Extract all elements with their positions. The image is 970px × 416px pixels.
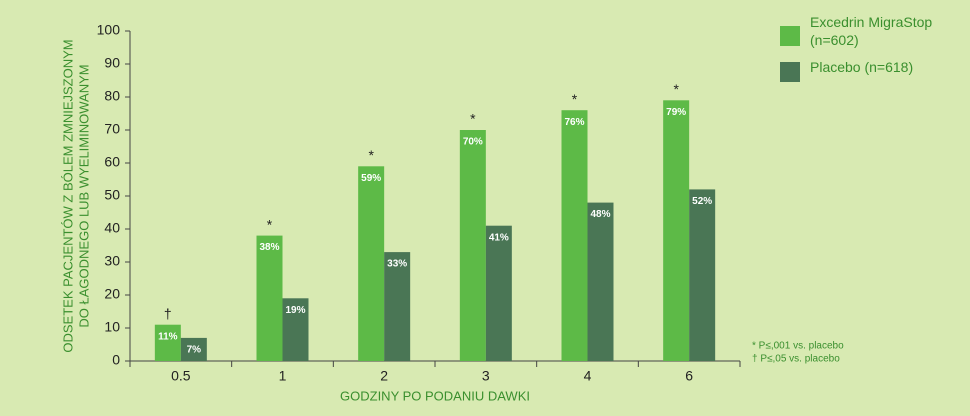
- bar: [663, 100, 690, 362]
- significance-mark: *: [267, 216, 273, 232]
- bar: [459, 130, 486, 361]
- y-tick-label: 60: [104, 154, 120, 170]
- bar: [587, 202, 614, 361]
- legend-swatch: [780, 62, 800, 82]
- x-tick-label: 4: [584, 368, 592, 384]
- y-tick-label: 30: [104, 253, 120, 269]
- significance-mark: *: [572, 91, 578, 107]
- footnote: * P≤,001 vs. placebo: [752, 341, 844, 352]
- y-tick-label: 100: [97, 22, 121, 38]
- y-axis-label: DO ŁAGODNEGO LUB WYELIMINOWANYM: [76, 64, 91, 327]
- value-label: 59%: [361, 173, 381, 184]
- x-axis-label: GODZINY PO PODANIU DAWKI: [340, 388, 530, 403]
- y-tick-label: 20: [104, 286, 120, 302]
- bar: [358, 166, 385, 361]
- value-label: 33%: [387, 259, 407, 270]
- x-tick-label: 3: [482, 368, 490, 384]
- x-tick-label: 2: [380, 368, 388, 384]
- value-label: 70%: [463, 137, 483, 148]
- value-label: 76%: [564, 117, 584, 128]
- x-tick-label: 0.5: [171, 368, 191, 384]
- y-tick-label: 40: [104, 220, 120, 236]
- bar: [282, 298, 309, 361]
- x-tick-label: 6: [685, 368, 693, 384]
- bar: [384, 252, 411, 361]
- bar: [180, 337, 207, 361]
- y-tick-label: 70: [104, 121, 120, 137]
- bar: [256, 235, 283, 361]
- x-tick-label: 1: [279, 368, 287, 384]
- legend-label: Excedrin MigraStop (n=602): [810, 14, 933, 48]
- footnote: † P≤,05 vs. placebo: [752, 354, 840, 365]
- value-label: 48%: [590, 209, 610, 220]
- y-axis-label: ODSETEK PACJENTÓW Z BÓLEM ZMNIEJSZONYM: [60, 39, 75, 352]
- legend-label: Placebo (n=618): [810, 59, 914, 75]
- bar: [485, 225, 512, 361]
- value-label: 38%: [259, 242, 279, 253]
- y-tick-label: 90: [104, 55, 120, 71]
- bar: [689, 189, 716, 361]
- significance-mark: *: [368, 147, 374, 163]
- y-tick-label: 50: [104, 187, 120, 203]
- value-label: 52%: [692, 196, 712, 207]
- value-label: 19%: [285, 305, 305, 316]
- bar: [154, 324, 181, 361]
- significance-mark: †: [164, 305, 172, 321]
- legend-swatch: [780, 26, 800, 46]
- y-tick-label: 80: [104, 88, 120, 104]
- significance-mark: *: [470, 111, 476, 127]
- value-label: 79%: [666, 107, 686, 118]
- significance-mark: *: [673, 81, 679, 97]
- y-tick-label: 0: [112, 352, 120, 368]
- y-tick-label: 10: [104, 319, 120, 335]
- bar: [561, 110, 588, 361]
- value-label: 41%: [489, 232, 509, 243]
- value-label: 7%: [187, 345, 202, 356]
- value-label: 11%: [158, 331, 178, 342]
